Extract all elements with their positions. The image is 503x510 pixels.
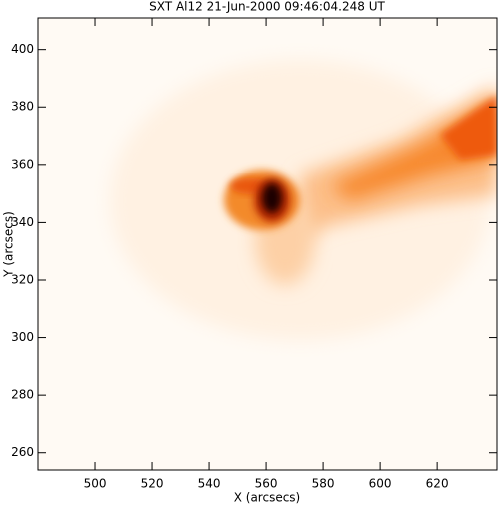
chart-title: SXT Al12 21-Jun-2000 09:46:04.248 UT — [149, 0, 385, 14]
y-tick-label: 400 — [11, 42, 34, 56]
x-tick-label: 520 — [141, 477, 164, 491]
y-tick-label: 360 — [11, 157, 34, 171]
y-tick-label: 340 — [11, 215, 34, 229]
y-tick-label: 380 — [11, 100, 34, 114]
x-axis-label: X (arcsecs) — [234, 491, 301, 505]
x-tick-label: 580 — [312, 477, 335, 491]
solar-image — [38, 18, 497, 470]
y-tick-label: 260 — [11, 445, 34, 459]
x-tick-label: 600 — [369, 477, 392, 491]
x-tick-label: 500 — [84, 477, 107, 491]
x-tick-label: 560 — [255, 477, 278, 491]
y-axis-label: Y (arcsecs) — [2, 211, 16, 278]
x-tick-label: 620 — [426, 477, 449, 491]
plot-frame — [37, 17, 498, 471]
y-tick-label: 320 — [11, 272, 34, 286]
y-tick-label: 280 — [11, 388, 34, 402]
y-tick-label: 300 — [11, 330, 34, 344]
x-tick-label: 540 — [198, 477, 221, 491]
